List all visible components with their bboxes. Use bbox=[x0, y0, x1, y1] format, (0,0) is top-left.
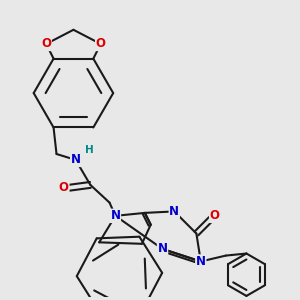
Text: N: N bbox=[196, 255, 206, 268]
Text: O: O bbox=[59, 182, 69, 194]
Text: H: H bbox=[85, 145, 93, 154]
Text: N: N bbox=[169, 205, 179, 218]
Text: N: N bbox=[158, 242, 167, 256]
Text: O: O bbox=[41, 38, 51, 50]
Text: N: N bbox=[71, 153, 81, 167]
Text: O: O bbox=[96, 38, 106, 50]
Text: N: N bbox=[110, 209, 120, 222]
Text: O: O bbox=[210, 209, 220, 222]
